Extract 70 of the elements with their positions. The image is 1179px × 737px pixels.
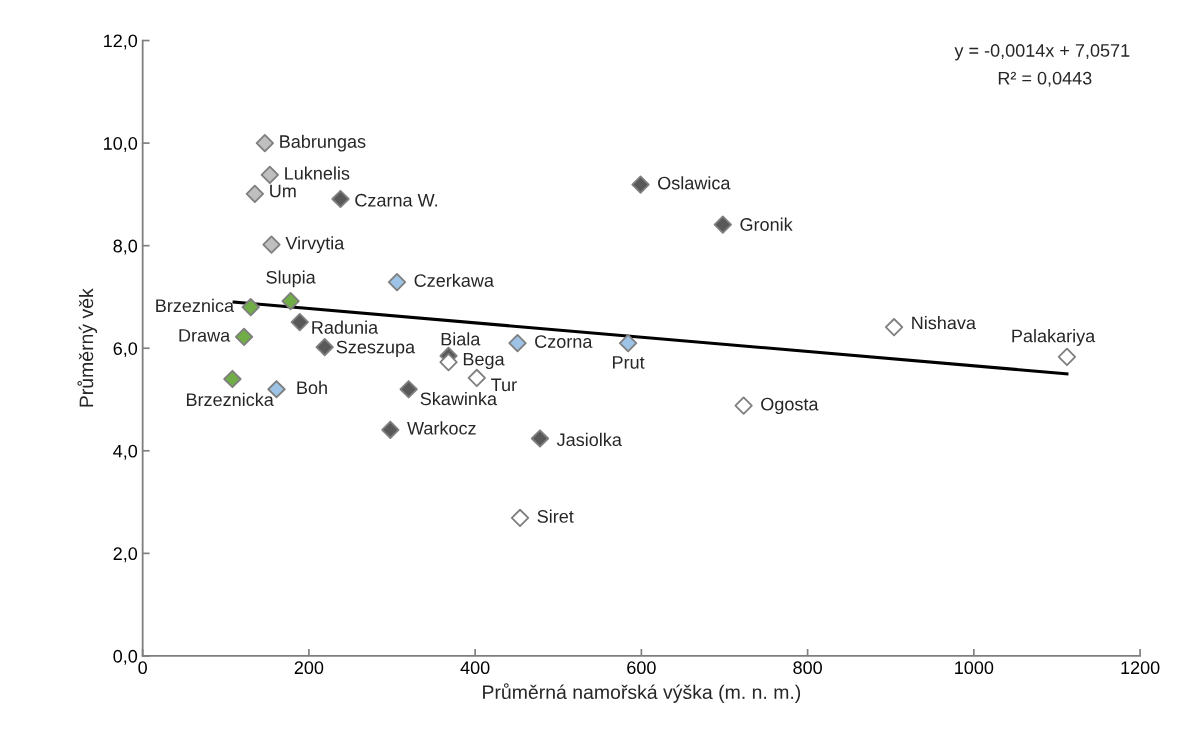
point [281, 291, 300, 311]
point [290, 312, 309, 332]
y-tick-label: 12,0 [104, 34, 138, 50]
point [260, 165, 279, 185]
point [241, 298, 260, 317]
y-tick-label: 8,0 [113, 239, 138, 255]
point [223, 369, 242, 389]
annotation: Radunia [312, 320, 379, 334]
point [245, 184, 264, 203]
annotation: Siret [537, 509, 574, 523]
annotation: Oslawica [658, 176, 731, 190]
annotation: Czerkawa [414, 273, 494, 287]
point [618, 333, 638, 353]
point [530, 429, 550, 448]
annotation: Babrungas [280, 134, 366, 152]
point [508, 333, 527, 353]
x-tick-label: 1000 [955, 661, 994, 675]
annotation: Um [270, 184, 296, 198]
annotation: Skawinka [420, 391, 498, 406]
annotation: y = -0,0014x + 7,0571 [954, 44, 1130, 61]
x-tick-label: 200 [294, 661, 324, 675]
annotation: Brzeznicka [186, 392, 274, 407]
annotation: Brzeznica [156, 298, 235, 313]
annotation: R² = 0,0443 [998, 71, 1092, 87]
annotation: Czorna [535, 335, 593, 348]
point [439, 352, 458, 372]
annotation: Drawa [179, 329, 231, 342]
x-tick-label: 0 [138, 661, 147, 675]
annotation: Luknelis [285, 166, 350, 180]
y-tick-label: 4,0 [113, 444, 138, 460]
annotation: Prut [613, 356, 645, 369]
annotation: Warkocz [407, 421, 476, 435]
annotation: Palakariya [1012, 329, 1096, 346]
annotation: Slupia [266, 270, 316, 288]
point [387, 272, 407, 292]
point [399, 380, 418, 399]
annotation: Nishava [912, 316, 976, 330]
point [510, 508, 530, 528]
annotation: Tur [491, 378, 517, 392]
y-tick-label: 0,0 [113, 649, 138, 665]
point [884, 318, 904, 337]
y-axis-title: Průměrný věk [77, 288, 98, 407]
annotation: Gronik [740, 217, 793, 231]
y-tick-label: 6,0 [113, 342, 138, 358]
y-tick-label: 2,0 [113, 547, 138, 563]
x-tick-label: 1200 [1121, 661, 1160, 675]
point [631, 175, 650, 194]
point [1057, 347, 1077, 367]
annotation: Jasiolka [556, 432, 622, 447]
x-tick-label: 400 [460, 661, 490, 675]
point [234, 327, 254, 347]
y-tick-label: 10,0 [104, 137, 138, 152]
annotation: Szeszupa [336, 340, 416, 358]
point [255, 133, 274, 153]
x-tick-label: 600 [627, 661, 656, 675]
annotation: Bega [463, 352, 505, 370]
annotation: Ogosta [761, 397, 819, 415]
point [315, 338, 334, 357]
point [262, 235, 281, 254]
annotation: Biala [441, 332, 481, 346]
annotation: Boh [297, 380, 327, 395]
point [381, 420, 400, 439]
point [713, 215, 732, 234]
point [467, 368, 486, 388]
x-axis-title: Průměrná namořská výška (m. n. m.) [483, 683, 801, 703]
annotation: Virvytia [285, 236, 345, 254]
point [734, 396, 753, 415]
x-tick-label: 800 [793, 661, 822, 675]
point [331, 189, 350, 209]
annotation: Czarna W. [355, 193, 438, 207]
